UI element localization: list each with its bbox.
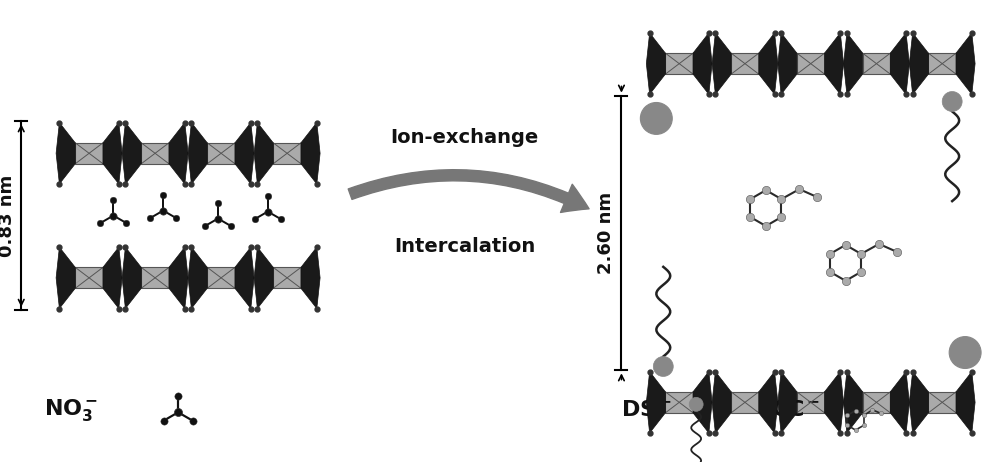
Polygon shape	[254, 123, 273, 184]
Polygon shape	[844, 372, 863, 433]
FancyBboxPatch shape	[928, 53, 956, 74]
FancyBboxPatch shape	[75, 267, 103, 288]
FancyArrowPatch shape	[348, 169, 589, 213]
Polygon shape	[890, 33, 909, 94]
Polygon shape	[825, 33, 844, 94]
FancyBboxPatch shape	[207, 143, 235, 164]
Text: Ion-exchange: Ion-exchange	[390, 128, 539, 147]
Polygon shape	[890, 372, 909, 433]
Circle shape	[640, 102, 672, 134]
FancyBboxPatch shape	[863, 392, 890, 413]
FancyBboxPatch shape	[797, 392, 825, 413]
FancyBboxPatch shape	[731, 392, 759, 413]
FancyBboxPatch shape	[207, 267, 235, 288]
Text: 0.83 nm: 0.83 nm	[0, 175, 16, 257]
Text: $\mathregular{CC^-}$: $\mathregular{CC^-}$	[771, 400, 820, 420]
Polygon shape	[693, 33, 712, 94]
Polygon shape	[778, 33, 797, 94]
Polygon shape	[909, 372, 928, 433]
Polygon shape	[909, 33, 928, 94]
Polygon shape	[646, 372, 665, 433]
FancyBboxPatch shape	[141, 143, 169, 164]
Polygon shape	[103, 247, 122, 308]
Circle shape	[949, 337, 981, 369]
Polygon shape	[235, 123, 254, 184]
Polygon shape	[56, 123, 75, 184]
Polygon shape	[56, 247, 75, 308]
Polygon shape	[301, 123, 320, 184]
FancyBboxPatch shape	[141, 267, 169, 288]
Text: Intercalation: Intercalation	[394, 238, 535, 257]
Polygon shape	[956, 372, 975, 433]
FancyBboxPatch shape	[731, 53, 759, 74]
Polygon shape	[693, 372, 712, 433]
Polygon shape	[235, 247, 254, 308]
Polygon shape	[169, 123, 188, 184]
Polygon shape	[103, 123, 122, 184]
FancyBboxPatch shape	[928, 392, 956, 413]
Polygon shape	[188, 123, 207, 184]
FancyBboxPatch shape	[797, 53, 825, 74]
Text: $\mathregular{NO_3^-}$: $\mathregular{NO_3^-}$	[44, 397, 99, 423]
Polygon shape	[301, 247, 320, 308]
Circle shape	[689, 397, 703, 411]
Polygon shape	[759, 372, 778, 433]
Polygon shape	[778, 372, 797, 433]
FancyBboxPatch shape	[665, 53, 693, 74]
FancyBboxPatch shape	[273, 267, 301, 288]
Text: $\mathregular{DS^-}$: $\mathregular{DS^-}$	[621, 400, 672, 420]
Polygon shape	[759, 33, 778, 94]
Polygon shape	[712, 33, 731, 94]
Polygon shape	[712, 372, 731, 433]
Polygon shape	[956, 33, 975, 94]
FancyBboxPatch shape	[75, 143, 103, 164]
Polygon shape	[844, 33, 863, 94]
Polygon shape	[122, 247, 141, 308]
FancyBboxPatch shape	[273, 143, 301, 164]
Polygon shape	[646, 33, 665, 94]
Circle shape	[942, 92, 962, 112]
FancyBboxPatch shape	[665, 392, 693, 413]
FancyBboxPatch shape	[863, 53, 890, 74]
Polygon shape	[254, 247, 273, 308]
Polygon shape	[169, 247, 188, 308]
Polygon shape	[122, 123, 141, 184]
Polygon shape	[188, 247, 207, 308]
Polygon shape	[825, 372, 844, 433]
Circle shape	[653, 357, 673, 376]
Text: 2.60 nm: 2.60 nm	[597, 192, 615, 274]
